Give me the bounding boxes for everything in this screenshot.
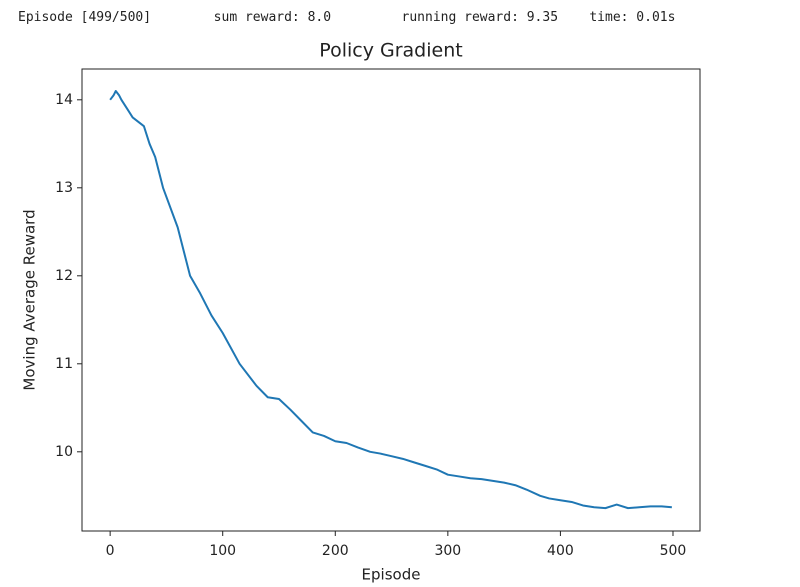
x-axis-label: Episode: [362, 566, 421, 584]
y-tick-label: 11: [55, 356, 73, 372]
x-tick-label: 0: [106, 543, 115, 559]
y-tick-label: 12: [55, 268, 73, 284]
chart-title: Policy Gradient: [319, 40, 462, 62]
x-tick-label: 200: [322, 543, 349, 559]
x-tick-label: 500: [660, 543, 687, 559]
x-tick-label: 300: [434, 543, 461, 559]
console-output: Episode [499/500] sum reward: 8.0 runnin…: [18, 10, 676, 25]
x-tick-label: 400: [547, 543, 574, 559]
y-axis-label: Moving Average Reward: [21, 209, 39, 390]
x-tick-label: 100: [209, 543, 236, 559]
y-tick-label: 14: [55, 92, 73, 108]
y-tick-label: 10: [55, 444, 73, 460]
plot-frame: [81, 68, 701, 532]
data-line: [109, 90, 672, 510]
y-tick-label: 13: [55, 180, 73, 196]
